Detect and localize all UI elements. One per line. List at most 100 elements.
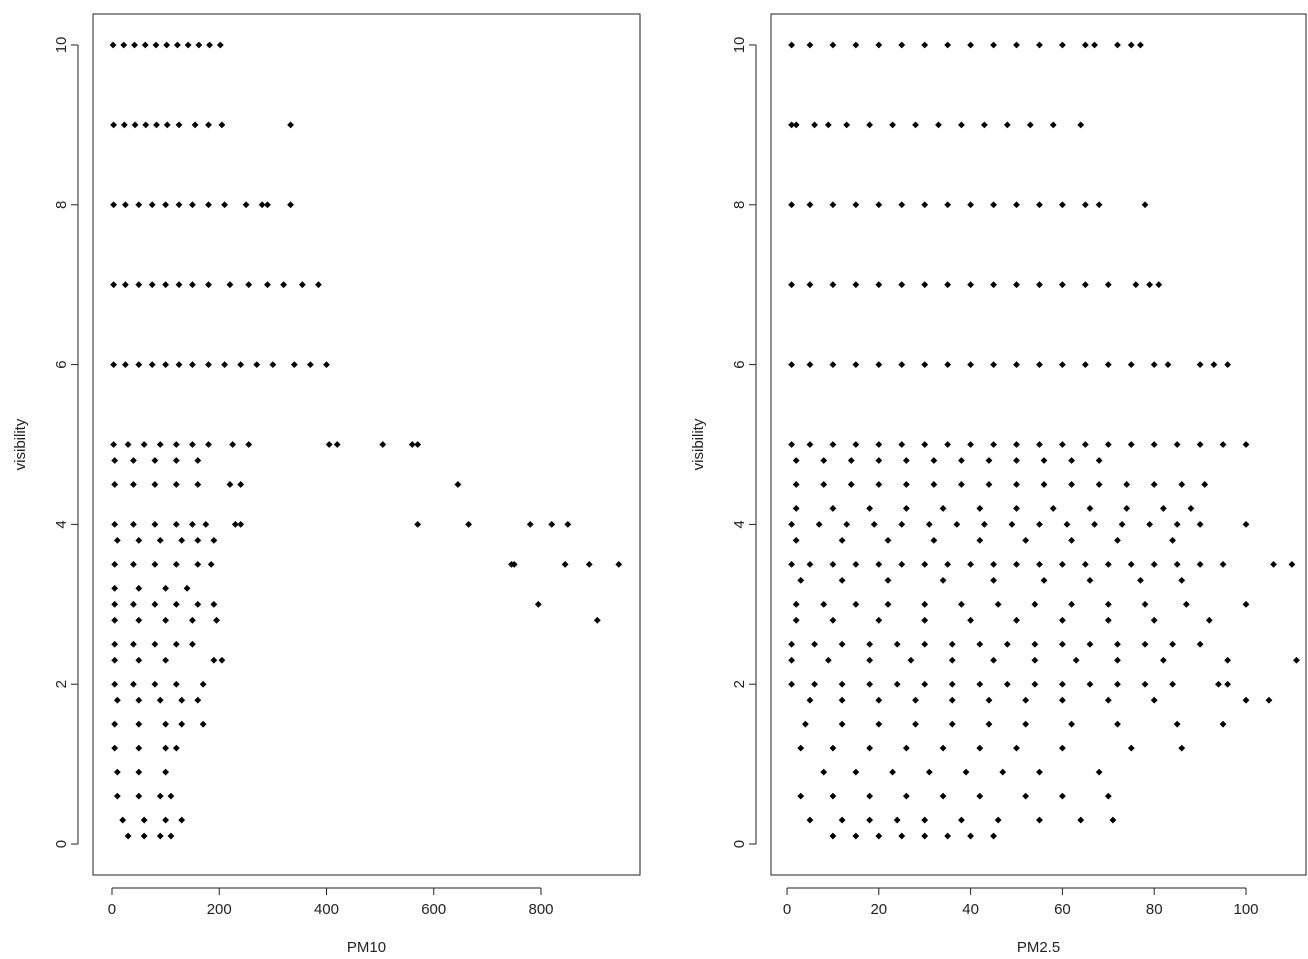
point [135, 744, 143, 752]
point [1187, 505, 1195, 512]
y-tick-label: 10 [731, 37, 748, 54]
point [379, 441, 387, 448]
point [898, 41, 906, 49]
point [1095, 201, 1103, 209]
point [178, 816, 186, 824]
point [797, 792, 805, 800]
point [1059, 616, 1066, 624]
point [564, 521, 572, 528]
point [210, 600, 218, 608]
point [111, 457, 119, 464]
point [838, 680, 846, 688]
point [231, 521, 239, 528]
point [121, 201, 129, 209]
point [884, 600, 892, 608]
point [815, 521, 823, 528]
point [162, 616, 170, 624]
point [866, 640, 874, 648]
point [205, 281, 212, 289]
point [534, 600, 542, 608]
point [921, 441, 929, 448]
y-tick-label: 6 [731, 360, 748, 368]
point [210, 536, 218, 544]
point [912, 121, 919, 129]
point [1127, 361, 1135, 368]
point [944, 832, 952, 840]
point [151, 457, 159, 464]
point [1086, 680, 1094, 688]
point [194, 536, 202, 544]
point [866, 792, 874, 800]
point [829, 505, 837, 512]
point [245, 441, 253, 448]
point [140, 441, 148, 448]
point [1003, 121, 1011, 129]
point [939, 744, 947, 752]
point [178, 696, 186, 704]
point [875, 201, 883, 209]
point [1123, 505, 1131, 512]
point [1169, 680, 1176, 688]
point [194, 457, 202, 464]
point [866, 121, 874, 129]
point [944, 361, 952, 368]
point [884, 576, 892, 584]
point [788, 656, 796, 664]
point [1114, 680, 1121, 688]
point [205, 201, 212, 209]
point [172, 744, 180, 752]
point [1173, 521, 1181, 528]
point [1081, 201, 1089, 209]
x-tick-label: 60 [1054, 901, 1071, 918]
point [205, 121, 212, 129]
point [921, 640, 929, 648]
point [921, 560, 929, 568]
point [287, 201, 294, 209]
y-tick-label: 0 [53, 840, 70, 848]
point [1049, 121, 1057, 129]
point [218, 656, 226, 664]
point [142, 121, 150, 129]
point [135, 616, 143, 624]
point [811, 640, 818, 648]
point [1059, 560, 1066, 568]
point [1095, 457, 1103, 464]
point [806, 281, 814, 289]
point [1293, 656, 1300, 664]
point [111, 744, 119, 752]
point [135, 656, 143, 664]
point [994, 816, 1002, 824]
point [1022, 720, 1030, 728]
point [1091, 521, 1098, 528]
point [1068, 457, 1075, 464]
point [216, 41, 224, 49]
point [792, 457, 800, 464]
point [866, 680, 874, 688]
point [1137, 41, 1144, 49]
y-tick-label: 2 [53, 680, 70, 688]
point [1026, 121, 1034, 129]
point [1013, 616, 1020, 624]
point [921, 201, 929, 209]
y-tick-label: 4 [53, 520, 70, 528]
point [163, 121, 171, 129]
point [1219, 441, 1227, 448]
point [792, 600, 800, 608]
point [990, 656, 997, 664]
point [131, 41, 138, 49]
point [162, 361, 170, 368]
point [866, 744, 874, 752]
point [1201, 481, 1209, 488]
point [939, 792, 947, 800]
point [1150, 481, 1158, 488]
point [167, 792, 175, 800]
point [148, 201, 156, 209]
point [893, 816, 901, 824]
point [1114, 720, 1121, 728]
point [245, 281, 253, 289]
point [135, 536, 143, 544]
point [889, 768, 896, 776]
point [253, 361, 261, 368]
point [1086, 640, 1094, 648]
point [189, 640, 196, 648]
